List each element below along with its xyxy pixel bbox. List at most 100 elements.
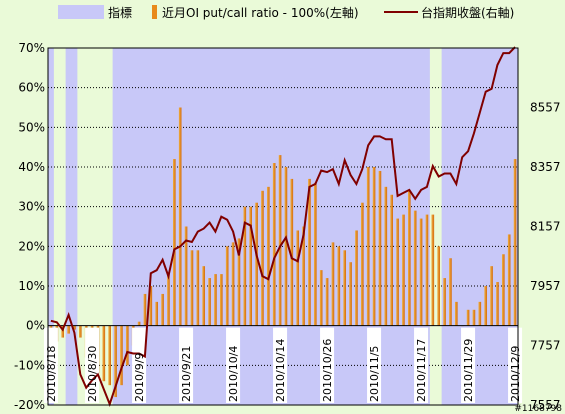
ratio-bar (272, 163, 276, 326)
ratio-bar (331, 242, 335, 326)
ratio-bar (149, 286, 153, 326)
left-tick-label: 0% (26, 319, 45, 333)
x-label-box (226, 327, 241, 403)
ratio-bar (125, 325, 129, 366)
ratio-bar (402, 214, 405, 326)
x-label-box (461, 327, 476, 403)
x-label-box (320, 327, 335, 403)
x-label-box (508, 327, 523, 403)
x-tick-label: 2010/8/18 (45, 346, 58, 402)
ratio-bar (478, 301, 482, 326)
ratio-bar (343, 250, 347, 326)
ratio-bar (419, 218, 423, 326)
ratio-bar (366, 167, 370, 326)
ratio-bar (237, 238, 241, 326)
ratio-bar (378, 170, 382, 326)
ratio-bar (431, 214, 435, 326)
ratio-bar (296, 230, 300, 326)
x-tick-label: 2010/9/21 (180, 346, 193, 402)
x-tick-label: 2010/11/17 (415, 339, 428, 402)
ratio-bar (290, 178, 294, 326)
x-label-box (179, 327, 194, 403)
right-axis-ticks: 7557 7757 7957 8157 8357 8557 (530, 101, 561, 413)
x-tick-label: 2010/9/9 (133, 353, 146, 402)
ratio-bar (407, 190, 411, 326)
ratio-bar (449, 258, 452, 326)
x-axis-ticks: 2010/8/18 2010/8/30 2010/9/9 2010/9/21 2010/… (45, 339, 522, 402)
left-tick-label: 40% (18, 160, 45, 174)
ratio-bar (466, 309, 470, 326)
ratio-bar (319, 270, 323, 326)
ratio-bar (219, 274, 223, 326)
ratio-bar (437, 246, 441, 326)
legend-band-label: 指標 (108, 5, 132, 20)
ratio-bar (337, 246, 341, 326)
right-tick-label: 7957 (530, 279, 561, 293)
ratio-bar (61, 325, 65, 338)
ratio-bar (102, 325, 106, 382)
ratio-bar (167, 274, 170, 326)
x-label-background (43, 327, 523, 403)
ratio-bar (360, 202, 364, 326)
legend-bar-label: 近月OI put/call ratio - 100%(左軸) (162, 5, 359, 20)
legend-line-label: 台指期收盤(右軸) (421, 5, 514, 20)
ratio-bar (190, 250, 194, 326)
x-tick-label: 2010/10/14 (274, 339, 287, 402)
ratio-bar (278, 155, 282, 326)
ratio-bar (78, 325, 82, 338)
ratio-bar (155, 301, 159, 326)
left-tick-label: 50% (18, 120, 45, 134)
ratio-bar (349, 262, 352, 326)
ratio-bar (196, 250, 200, 326)
ratio-bar (214, 274, 217, 326)
x-label-box (367, 327, 382, 403)
ratio-bar (284, 167, 288, 326)
ratio-bar (308, 178, 311, 326)
right-tick-label: 8357 (530, 160, 561, 174)
x-tick-label: 2010/10/26 (321, 339, 334, 402)
right-tick-label: 8157 (530, 220, 561, 234)
ratio-bar (302, 226, 305, 326)
ratio-bar (425, 214, 429, 326)
ratio-bar (114, 325, 117, 398)
x-tick-label: 2010/11/5 (368, 346, 381, 402)
legend-band-swatch (58, 5, 104, 19)
x-label-box (273, 327, 288, 403)
ratio-bar (208, 278, 211, 326)
ratio-bar (231, 242, 235, 326)
ratio-bar (137, 321, 141, 326)
ratio-bar (384, 186, 388, 326)
ratio-bar (266, 186, 270, 326)
x-label-box (132, 327, 147, 403)
ratio-bar (472, 309, 476, 326)
ratio-bar (355, 230, 358, 326)
right-tick-label: 7557 (530, 398, 561, 412)
ratio-bar (202, 266, 206, 326)
ratio-bars (49, 107, 517, 398)
ratio-bar (496, 282, 499, 326)
price-line (50, 46, 516, 408)
ratio-bar (413, 210, 417, 326)
legend-bar-swatch (152, 5, 157, 19)
ratio-bar (225, 246, 229, 326)
ratio-bar (108, 325, 112, 386)
ratio-bar (249, 206, 253, 326)
ratio-bar (172, 159, 176, 326)
indicator-band (112, 48, 430, 405)
ratio-bar (507, 234, 511, 326)
left-axis-ticks: -20% -10% 0% 10% 20% 30% 40% 50% 60% 70% (14, 41, 45, 412)
ratio-bar (396, 218, 399, 326)
ratio-bar (372, 167, 376, 326)
indicator-band (441, 48, 518, 405)
ratio-bar (490, 266, 493, 326)
ratio-bar (443, 278, 446, 326)
x-tick-label: 2010/8/30 (86, 346, 99, 402)
ratio-bar (178, 107, 182, 326)
left-tick-label: 20% (18, 239, 45, 253)
ratio-bar (120, 325, 123, 386)
watermark: #1168798 (514, 404, 562, 414)
ratio-bar (243, 206, 247, 326)
ratio-bar (501, 254, 505, 326)
legend: 指標 近月OI put/call ratio - 100%(左軸) 台指期收盤(… (58, 5, 514, 20)
